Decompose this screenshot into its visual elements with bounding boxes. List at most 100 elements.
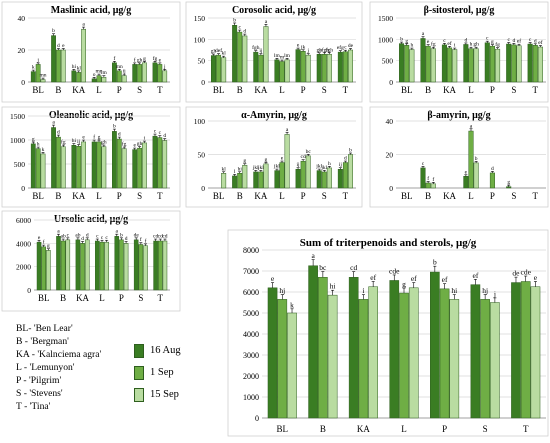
x-tick-label: BL [213,85,225,95]
x-tick-label: KA [72,191,85,201]
bar [56,236,61,291]
bar [284,134,290,189]
data-label: hj [482,286,488,295]
bar [51,35,56,83]
bar [56,136,61,189]
x-tick-label: BL [277,424,289,434]
y-tick-label: 1500 [10,112,25,121]
bar [348,277,359,419]
data-label: j [306,48,309,54]
bar [96,75,102,83]
data-label: gh [316,47,322,53]
x-tick-label: BL [32,191,44,201]
data-label: g [243,158,246,164]
bar [263,163,269,189]
data-label: gh [137,141,143,147]
data-label: hi [238,166,243,172]
data-label: gh [101,140,107,146]
bar [527,43,533,83]
bar [287,312,297,419]
y-tick-label: 2000 [16,263,31,272]
data-label: c [529,37,532,43]
x-tick-label: S [138,293,143,303]
bar [211,55,216,83]
data-label: j [163,64,166,70]
bar [495,48,501,83]
bar [157,64,163,83]
legend-swatch-16-aug [134,344,144,358]
data-label: a [82,22,85,28]
data-label: d [86,232,89,238]
chart-title: α-Amyrin, μg/g [241,110,307,121]
data-label: d [118,132,121,138]
x-tick-label: L [96,191,102,201]
data-label: l [234,169,236,175]
x-tick-label: L [279,191,285,201]
chart-border [1,106,181,208]
bar [80,243,85,291]
data-label: ef [517,38,521,45]
y-tick-label: 3000 [243,351,259,360]
bar [468,130,474,189]
x-tick-label: S [322,191,327,201]
bar [121,75,127,83]
data-label: i [454,43,456,49]
data-label: a [422,31,425,37]
data-label: a [311,251,315,260]
chart-title: Ursolic acid, μg/g [54,214,128,225]
data-label: ef [447,40,451,47]
x-tick-label: P [117,85,122,95]
data-label: f [93,134,95,141]
x-tick-label: BL [213,191,225,201]
data-label: e [534,273,538,282]
data-label: d [344,156,347,162]
bar [326,54,332,83]
x-tick-label: P [301,191,306,201]
abbr-l: L - 'Lemunyon' [16,362,75,373]
data-label: b [433,258,437,267]
bar [116,70,122,83]
y-tick-label: 40 [18,14,26,23]
data-label: ef [538,39,542,46]
x-tick-label: B [55,85,61,95]
data-label: hj [279,286,285,295]
x-tick-label: B [55,191,61,201]
data-label: m [280,55,285,61]
data-label: c [344,45,347,51]
y-tick-label: 40 [386,117,394,126]
bar [516,45,522,83]
data-label: gh [473,42,479,48]
bar [112,131,117,189]
bar [237,31,243,83]
data-label: fg [61,139,66,146]
x-tick-label: L [401,424,407,434]
bar [56,49,61,83]
data-label: g [47,243,50,249]
bar [511,282,521,419]
y-tick-label: 6000 [243,288,259,297]
data-label: i [362,286,364,295]
x-tick-label: S [137,191,142,201]
data-label: f [427,175,429,182]
chart-title: β-sitosterol, μg/g [424,5,495,16]
data-label: e [281,156,284,162]
chart-title: β-amyrin, μg/g [427,110,490,121]
data-label: cd [350,263,357,272]
bar [277,299,288,419]
data-label: a [57,229,60,235]
bar [430,183,436,189]
bar [221,57,227,83]
chart-border [185,1,363,103]
y-tick-label: 5000 [243,309,259,318]
y-tick-label: 1000 [10,136,25,145]
x-tick-label: P [119,293,124,303]
bar [242,164,248,189]
data-label: fgh [252,44,260,51]
data-label: e [465,169,468,175]
abbr-s: S - 'Stevens' [16,388,63,399]
bar [99,241,105,291]
data-label: e [62,43,65,49]
bar [232,25,238,83]
bar [300,160,306,189]
legend-item-1-sep: 1 Sep [134,362,181,384]
